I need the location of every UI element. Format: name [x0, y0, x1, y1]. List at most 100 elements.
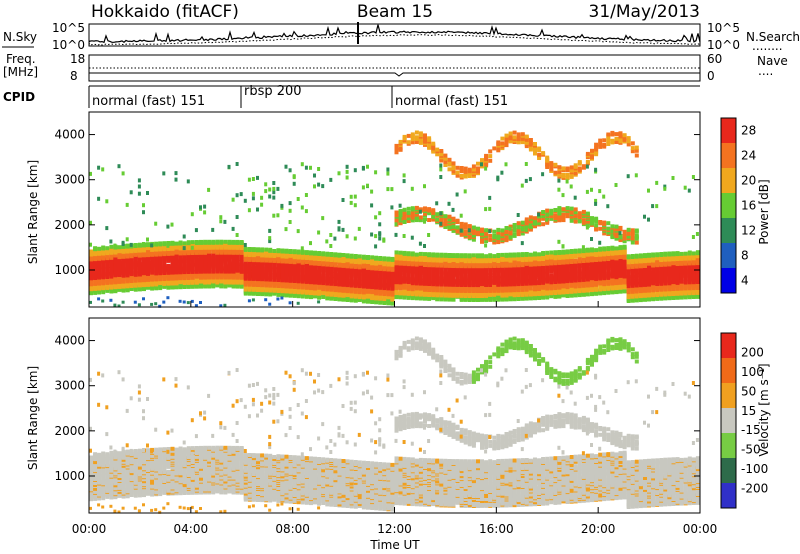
power-cell [431, 252, 435, 256]
power-cell [480, 228, 484, 232]
power-cell [183, 235, 186, 239]
power-cell [252, 177, 255, 181]
power-cell [431, 142, 435, 146]
power-cell [244, 243, 247, 247]
power-cell [126, 244, 130, 248]
power-cell [456, 225, 460, 229]
power-cell [370, 233, 373, 237]
power-cell [264, 298, 267, 301]
power-cell [105, 226, 108, 230]
power-cell [122, 301, 125, 304]
power-cell [264, 189, 267, 193]
power-cell [118, 164, 121, 168]
power-cell [484, 154, 488, 158]
power-cell [399, 140, 403, 144]
power-cell [215, 240, 219, 244]
power-cell [427, 233, 430, 237]
power-cell [378, 231, 381, 235]
power-cell [338, 226, 341, 230]
power-cell [142, 297, 145, 300]
power-cell [329, 178, 332, 182]
power-cell [407, 251, 411, 255]
power-cell [488, 229, 491, 233]
power-cell [427, 207, 431, 211]
power-cell [138, 243, 142, 247]
power-cell [256, 247, 260, 251]
power-cell [211, 228, 214, 232]
power-cell [232, 227, 235, 231]
power-cell [305, 193, 308, 197]
power-cell [399, 209, 403, 213]
power-cell [346, 176, 349, 180]
power-cell [439, 222, 442, 226]
power-cell [175, 242, 179, 246]
power-cell [480, 253, 484, 257]
power-cell [280, 204, 283, 208]
power-cell [492, 146, 496, 150]
power-cell [199, 240, 203, 244]
power-cell [505, 226, 509, 230]
power-cell [448, 226, 452, 230]
power-cell [407, 140, 411, 144]
noise-left-tick-top: 10^5 [52, 21, 85, 35]
power-cell [505, 162, 508, 166]
power-cell [419, 242, 422, 246]
power-cell [203, 210, 206, 214]
power-cell [248, 247, 252, 251]
power-cell [150, 303, 153, 306]
power-cell [329, 244, 332, 248]
power-cell [460, 222, 464, 226]
power-cell [130, 243, 133, 247]
power-cell [207, 240, 211, 244]
power-cell [138, 303, 141, 306]
power-cell [138, 178, 141, 182]
power-cell [411, 236, 414, 240]
power-cell [309, 166, 312, 170]
power-cell [248, 178, 251, 182]
power-cell [513, 253, 517, 257]
power-cell [370, 255, 374, 259]
power-cell [126, 237, 129, 241]
power-cell [219, 219, 222, 223]
power-cell [276, 248, 280, 252]
power-cell [183, 246, 186, 250]
power-cell [439, 164, 442, 168]
power-cell [476, 162, 480, 166]
power-cell [236, 162, 239, 166]
power-cell [517, 132, 521, 136]
power-cell [93, 246, 97, 250]
power-cell [162, 301, 165, 304]
power-cell [378, 237, 381, 241]
power-cell [248, 208, 251, 212]
power-cell [333, 252, 337, 256]
power-cell [313, 184, 316, 188]
power-cell [415, 253, 419, 257]
power-cell [301, 250, 305, 254]
power-cell [342, 198, 345, 202]
power-cell [325, 252, 329, 256]
power-cell [317, 251, 321, 255]
power-cell [305, 166, 308, 170]
power-cell [236, 215, 239, 219]
power-cell [452, 253, 456, 257]
power-cell [146, 242, 150, 246]
power-cell [517, 252, 521, 256]
nave-legend: .... [758, 64, 773, 78]
power-cell [464, 253, 468, 257]
power-cell [138, 192, 141, 196]
power-cell [488, 154, 492, 158]
power-cell [122, 171, 125, 175]
power-cell [488, 149, 492, 153]
power-cell [195, 240, 199, 244]
power-cell [293, 182, 296, 186]
power-cell [366, 255, 370, 259]
power-cell [399, 251, 403, 255]
power-cell [252, 247, 256, 251]
power-cell [427, 252, 431, 256]
power-cell [317, 167, 320, 171]
noise-panel-frame [89, 24, 700, 46]
power-cell [464, 229, 468, 233]
power-cell [280, 297, 283, 300]
power-cell [390, 187, 393, 191]
power-cell [419, 215, 423, 219]
